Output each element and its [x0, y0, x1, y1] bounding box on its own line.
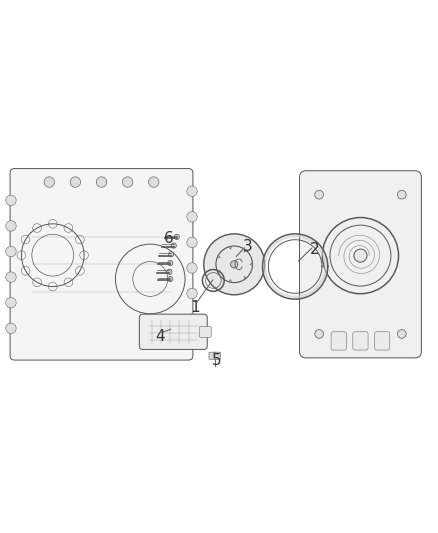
FancyBboxPatch shape [10, 168, 193, 360]
Circle shape [204, 234, 265, 295]
Wedge shape [218, 271, 220, 273]
Circle shape [174, 235, 180, 239]
Text: 4: 4 [155, 329, 165, 344]
Wedge shape [250, 263, 253, 265]
Circle shape [315, 190, 323, 199]
Circle shape [6, 221, 16, 231]
Circle shape [187, 212, 197, 222]
Circle shape [6, 297, 16, 308]
FancyBboxPatch shape [209, 352, 220, 359]
Text: 2: 2 [310, 241, 320, 256]
Circle shape [187, 314, 197, 325]
Circle shape [171, 243, 177, 248]
Circle shape [167, 269, 172, 274]
Circle shape [315, 329, 323, 338]
FancyBboxPatch shape [374, 332, 390, 350]
Wedge shape [229, 246, 231, 249]
Circle shape [354, 249, 367, 262]
Text: 3: 3 [242, 239, 252, 254]
Wedge shape [244, 277, 247, 279]
FancyBboxPatch shape [199, 326, 211, 337]
Circle shape [6, 323, 16, 334]
Circle shape [6, 246, 16, 257]
Circle shape [6, 272, 16, 282]
FancyBboxPatch shape [353, 332, 368, 350]
Circle shape [44, 177, 54, 187]
Circle shape [148, 177, 159, 187]
Text: 6: 6 [164, 231, 174, 246]
Circle shape [187, 186, 197, 197]
Circle shape [122, 177, 133, 187]
Wedge shape [229, 279, 231, 282]
Circle shape [187, 288, 197, 299]
Text: 5: 5 [212, 352, 222, 368]
FancyBboxPatch shape [300, 171, 421, 358]
Circle shape [168, 277, 173, 282]
Circle shape [230, 261, 238, 268]
Circle shape [168, 261, 173, 265]
Circle shape [70, 177, 81, 187]
FancyBboxPatch shape [139, 314, 207, 350]
Circle shape [397, 190, 406, 199]
Circle shape [397, 329, 406, 338]
FancyBboxPatch shape [331, 332, 346, 350]
Circle shape [187, 263, 197, 273]
Wedge shape [218, 255, 220, 257]
Circle shape [169, 252, 174, 257]
Text: 1: 1 [190, 301, 200, 316]
Circle shape [187, 237, 197, 248]
Wedge shape [244, 249, 247, 252]
Circle shape [96, 177, 107, 187]
Circle shape [6, 195, 16, 206]
